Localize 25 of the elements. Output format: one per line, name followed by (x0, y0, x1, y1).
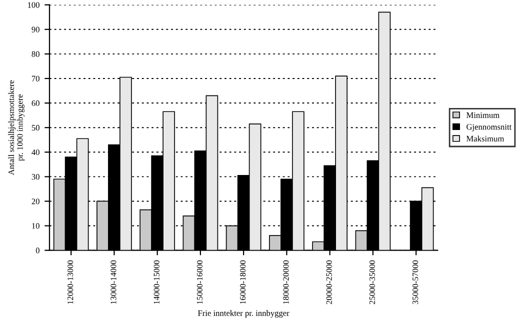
y-tick-label: 0 (36, 248, 40, 254)
y-tick-label: 70 (32, 76, 40, 82)
legend-label: Minimum (466, 112, 500, 118)
y-tick-label: 80 (32, 51, 40, 57)
x-tick-label: 16000-18000 (240, 260, 246, 304)
x-tick-label: 12000-13000 (68, 260, 74, 304)
y-tick-label: 60 (32, 100, 40, 106)
x-axis-title: Frie inntekter pr. innbygger (198, 310, 290, 318)
x-tick-label: 15000-16000 (196, 260, 203, 304)
y-tick-label: 40 (32, 149, 40, 156)
y-tick-label: 50 (32, 124, 40, 131)
legend-label: Maksimum (466, 136, 504, 142)
x-tick-label: 20000-25000 (326, 260, 332, 304)
y-tick-label: 20 (32, 198, 40, 204)
x-tick-label: 35000-57000 (412, 260, 418, 304)
y-tick-label: 90 (32, 26, 40, 32)
y-axis-title: Antall sosialhjelpsmottakere pr. 1000 innbyggere (8, 80, 24, 176)
x-tick-label: 13000-14000 (110, 260, 116, 304)
x-tick-label: 25000-35000 (369, 260, 376, 304)
x-tick-label: 14000-15000 (154, 260, 160, 304)
y-tick-label: 100 (28, 2, 40, 8)
y-tick-label: 30 (32, 174, 40, 180)
y-tick-label: 10 (32, 223, 40, 229)
legend-label: Gjennomsnitt (466, 124, 512, 132)
x-tick-label: 18000-20000 (283, 260, 289, 304)
